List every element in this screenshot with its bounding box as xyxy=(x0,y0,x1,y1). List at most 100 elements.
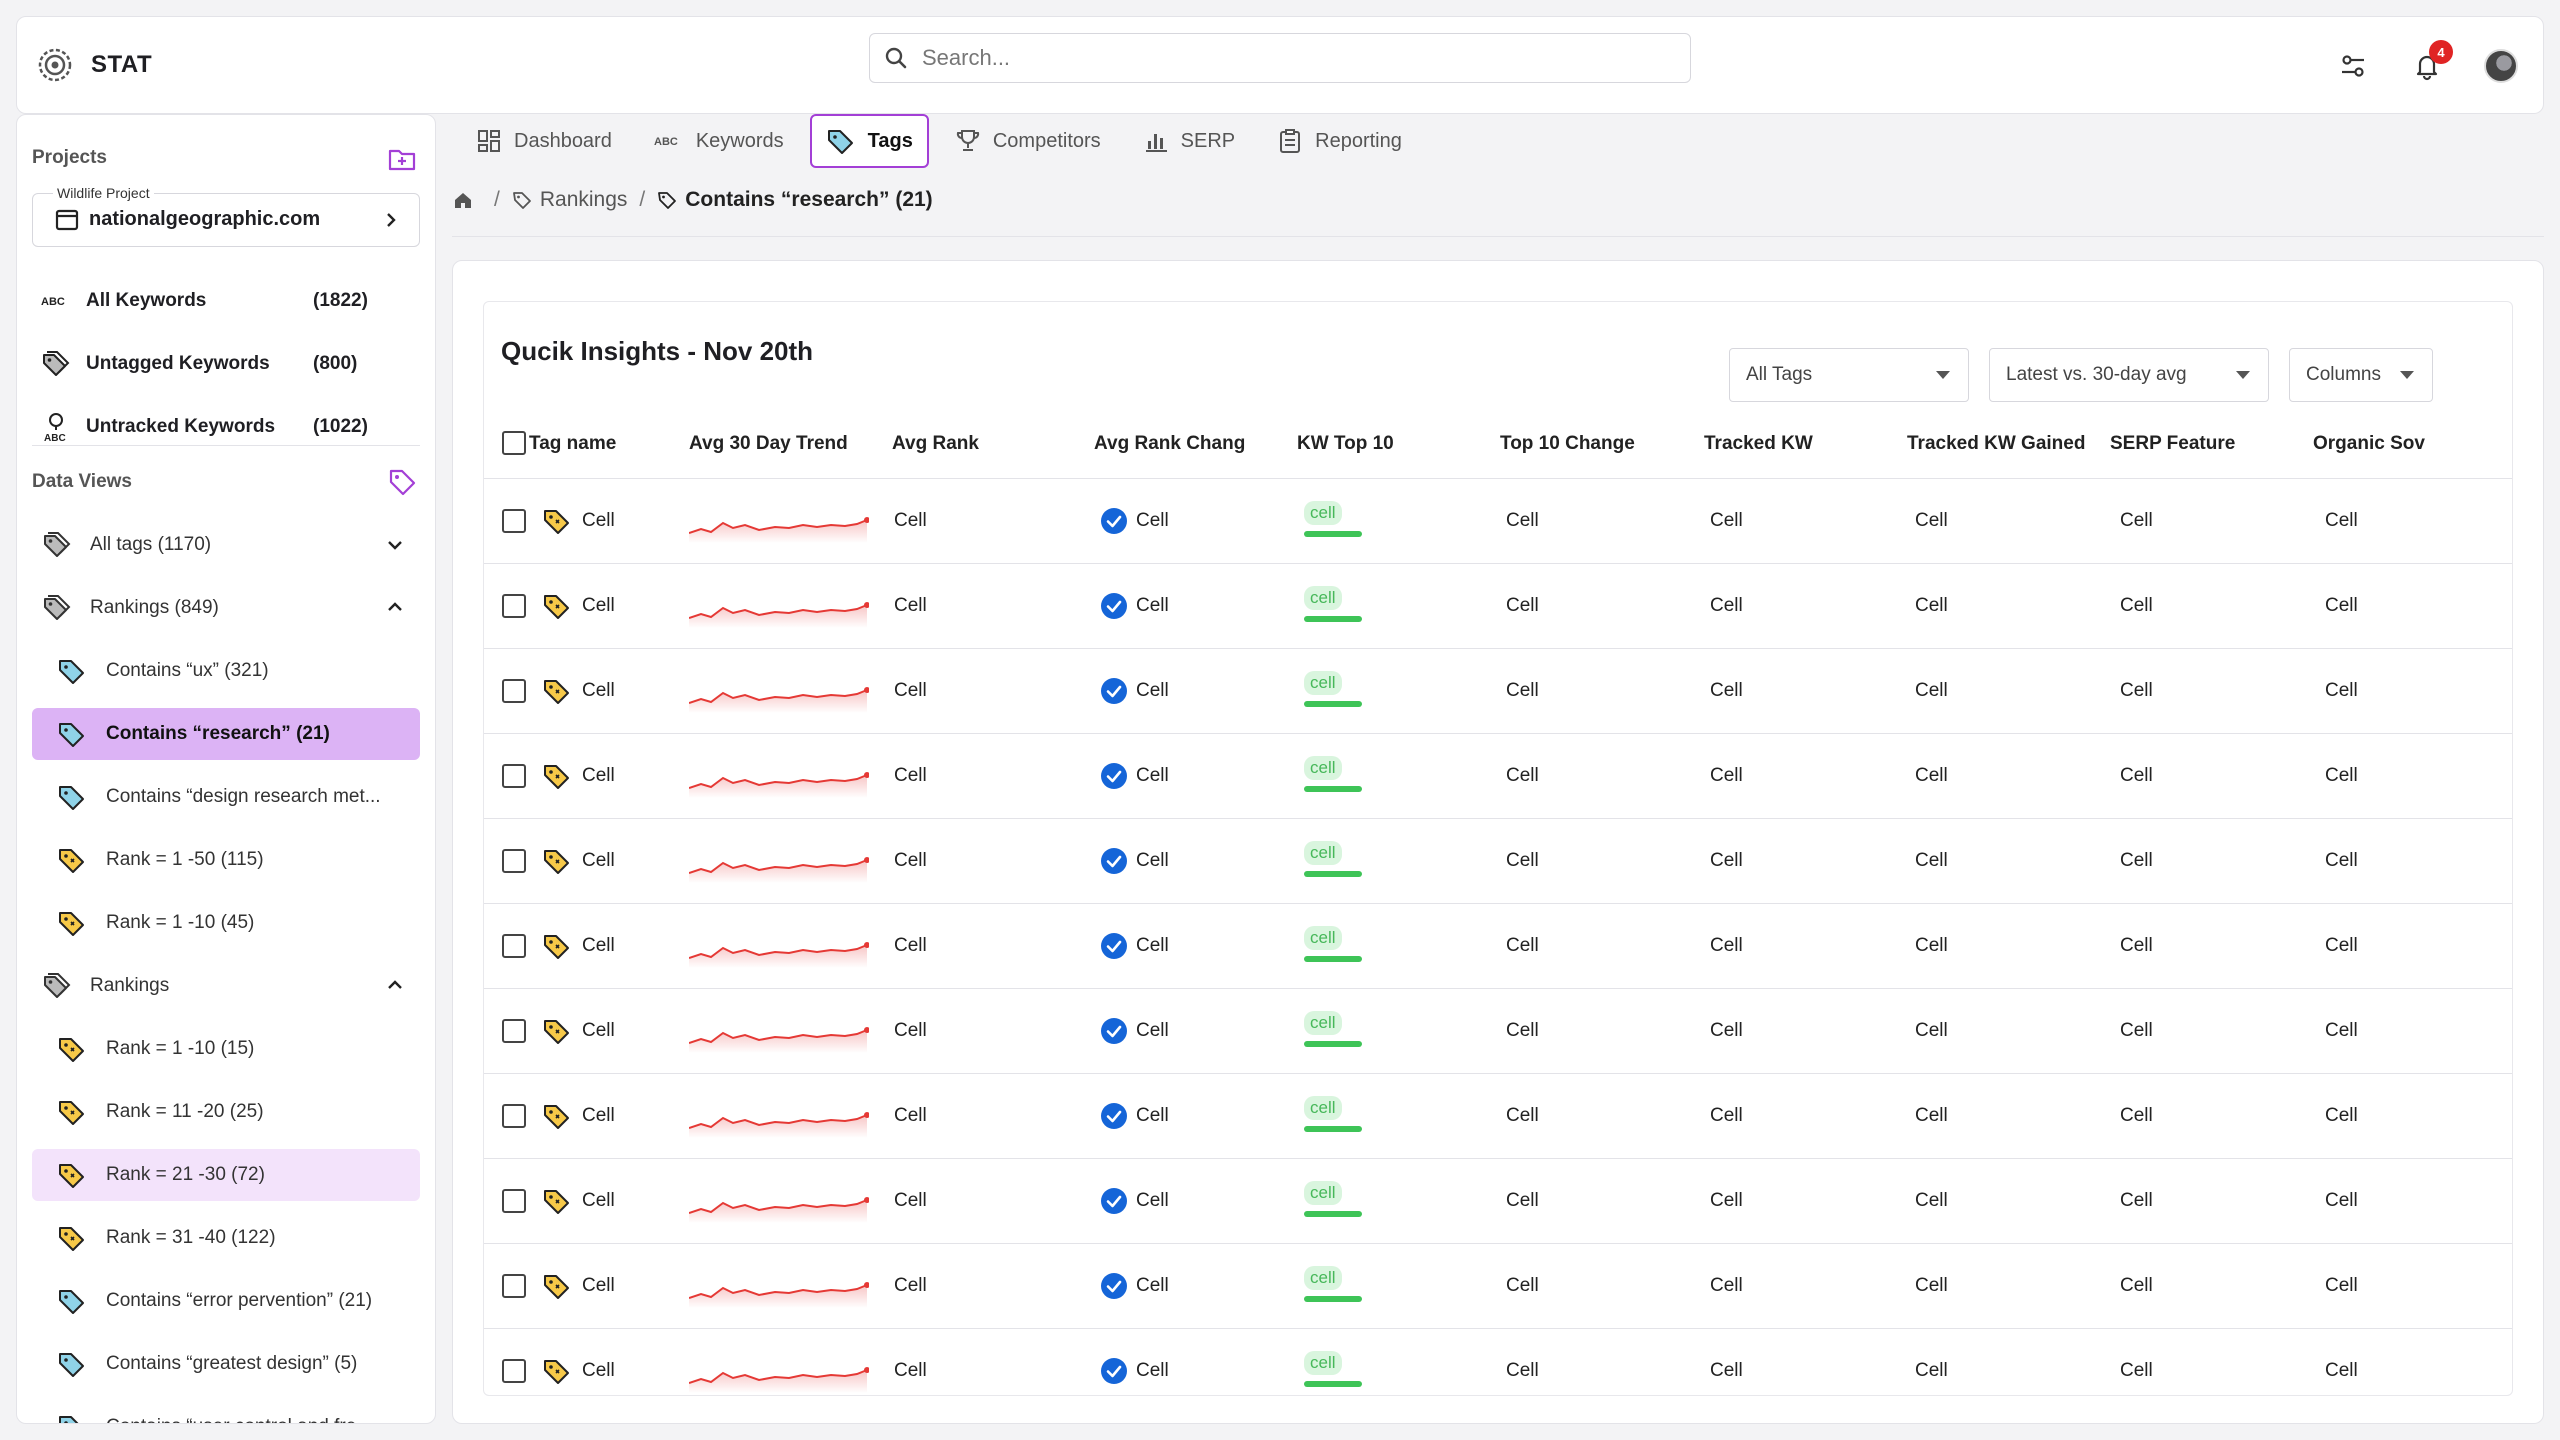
keyword-filter-count: (800) xyxy=(313,353,358,374)
search-box[interactable] xyxy=(869,33,1691,83)
data-view-item[interactable]: Rank = 21 -30 (72) xyxy=(32,1149,420,1201)
tab-competitors[interactable]: Competitors xyxy=(939,114,1117,168)
tag-name-cell[interactable]: Cell xyxy=(582,1360,615,1381)
data-view-item[interactable]: Rank = 31 -40 (122) xyxy=(32,1212,420,1264)
column-header[interactable]: Avg Rank Chang xyxy=(1094,433,1246,454)
row-checkbox[interactable] xyxy=(502,764,526,788)
tag-name-cell[interactable]: Cell xyxy=(582,1275,615,1296)
data-view-item[interactable]: Rank = 1 -50 (115) xyxy=(32,834,420,886)
collapse-button[interactable] xyxy=(380,971,410,1001)
data-view-item[interactable]: Contains “ux” (321) xyxy=(32,645,420,697)
user-menu-button[interactable] xyxy=(2481,46,2521,86)
table-row[interactable]: Cell Cell Cell cell Cell Cell Cell Cell Cell xyxy=(484,649,2512,734)
kw-top10-bar xyxy=(1304,531,1362,537)
column-header[interactable]: Avg Rank xyxy=(892,433,979,454)
breadcrumb-parent[interactable]: Rankings xyxy=(539,188,628,211)
row-checkbox[interactable] xyxy=(502,594,526,618)
row-checkbox[interactable] xyxy=(502,509,526,533)
keyword-filter-item[interactable]: Untagged Keywords (800) xyxy=(17,334,435,394)
row-checkbox[interactable] xyxy=(502,849,526,873)
avg-rank-cell: Cell xyxy=(894,680,927,701)
data-view-item[interactable]: Rank = 11 -20 (25) xyxy=(32,1086,420,1138)
data-view-label: Contains “design research met... xyxy=(106,786,381,807)
data-view-item[interactable]: Contains “greatest design” (5) xyxy=(32,1338,420,1390)
tag-name-cell[interactable]: Cell xyxy=(582,1020,615,1041)
tag-name-cell[interactable]: Cell xyxy=(582,680,615,701)
tab-keywords[interactable]: ABC Keywords xyxy=(638,114,800,168)
table-row[interactable]: Cell Cell Cell cell Cell Cell Cell Cell Cell xyxy=(484,734,2512,819)
home-icon[interactable] xyxy=(452,189,474,211)
table-row[interactable]: Cell Cell Cell cell Cell Cell Cell Cell Cell xyxy=(484,479,2512,564)
table-row[interactable]: Cell Cell Cell cell Cell Cell Cell Cell Cell xyxy=(484,1074,2512,1159)
table-row[interactable]: Cell Cell Cell cell Cell Cell Cell Cell Cell xyxy=(484,1159,2512,1244)
caret-down-icon xyxy=(2400,371,2414,379)
kw-top10-cell: cell xyxy=(1304,586,1362,622)
avg-rank-cell: Cell xyxy=(894,765,927,786)
data-view-item[interactable]: Contains “user control and fre... xyxy=(32,1401,420,1423)
notifications-button[interactable]: 4 xyxy=(2407,40,2453,86)
avg-rank-cell: Cell xyxy=(894,935,927,956)
keyword-filter-item[interactable]: ABC All Keywords (1822) xyxy=(17,271,435,331)
tab-tags[interactable]: Tags xyxy=(809,114,929,168)
filter-settings-button[interactable] xyxy=(2333,46,2373,86)
tag-name-cell[interactable]: Cell xyxy=(582,935,615,956)
keyword-filter-label: Untracked Keywords xyxy=(86,416,276,437)
table-row[interactable]: Cell Cell Cell cell Cell Cell Cell Cell Cell xyxy=(484,564,2512,649)
organic-sov-cell: Cell xyxy=(2325,765,2358,786)
expand-button[interactable] xyxy=(380,530,410,560)
row-checkbox[interactable] xyxy=(502,1359,526,1383)
data-view-item[interactable]: Contains “error pervention” (21) xyxy=(32,1275,420,1327)
collapse-button[interactable] xyxy=(380,593,410,623)
data-view-group[interactable]: Rankings xyxy=(32,960,420,1012)
data-view-item[interactable]: Rank = 1 -10 (45) xyxy=(32,897,420,949)
column-header[interactable]: Tracked KW xyxy=(1704,433,1813,454)
tab-reporting[interactable]: Reporting xyxy=(1261,114,1418,168)
tag-name-cell[interactable]: Cell xyxy=(582,765,615,786)
column-header[interactable]: SERP Feature xyxy=(2110,433,2236,454)
row-checkbox[interactable] xyxy=(502,1274,526,1298)
rank-tag-icon xyxy=(544,680,569,704)
row-checkbox[interactable] xyxy=(502,1189,526,1213)
tab-serp[interactable]: SERP xyxy=(1127,114,1251,168)
organic-sov-cell: Cell xyxy=(2325,1190,2358,1211)
table-row[interactable]: Cell Cell Cell cell Cell Cell Cell Cell Cell xyxy=(484,819,2512,904)
data-view-group[interactable]: All tags (1170) xyxy=(32,519,420,571)
table-row[interactable]: Cell Cell Cell cell Cell Cell Cell Cell Cell xyxy=(484,1329,2512,1395)
keyword-filter-item[interactable]: ABC Untracked Keywords (1022) xyxy=(17,397,435,457)
column-header[interactable]: KW Top 10 xyxy=(1297,433,1394,454)
column-header[interactable]: Tag name xyxy=(529,433,617,454)
tab-label: Reporting xyxy=(1315,129,1402,152)
tag-name-cell[interactable]: Cell xyxy=(582,1105,615,1126)
tags-filter-dropdown[interactable]: All Tags xyxy=(1729,348,1969,402)
row-checkbox[interactable] xyxy=(502,1104,526,1128)
table-row[interactable]: Cell Cell Cell cell Cell Cell Cell Cell Cell xyxy=(484,989,2512,1074)
comparison-dropdown[interactable]: Latest vs. 30-day avg xyxy=(1989,348,2269,402)
data-view-item[interactable]: Contains “research” (21) xyxy=(32,708,420,760)
select-all-checkbox[interactable] xyxy=(502,431,526,455)
add-project-button[interactable] xyxy=(385,141,419,175)
table-row[interactable]: Cell Cell Cell cell Cell Cell Cell Cell Cell xyxy=(484,904,2512,989)
kw-top10-pill: cell xyxy=(1304,1266,1342,1290)
column-header[interactable]: Organic Sov xyxy=(2313,433,2425,454)
tab-dashboard[interactable]: Dashboard xyxy=(460,114,628,168)
data-view-group[interactable]: Rankings (849) xyxy=(32,582,420,634)
brand[interactable]: STAT xyxy=(37,47,152,83)
tag-name-cell[interactable]: Cell xyxy=(582,850,615,871)
tag-name-cell[interactable]: Cell xyxy=(582,595,615,616)
columns-dropdown[interactable]: Columns xyxy=(2289,348,2433,402)
row-checkbox[interactable] xyxy=(502,1019,526,1043)
data-view-item[interactable]: Contains “design research met... xyxy=(32,771,420,823)
column-header[interactable]: Top 10 Change xyxy=(1500,433,1635,454)
keyword-filter-icon xyxy=(39,347,73,381)
tag-name-cell[interactable]: Cell xyxy=(582,1190,615,1211)
column-header[interactable]: Avg 30 Day Trend xyxy=(689,433,848,454)
data-view-item[interactable]: Rank = 1 -10 (15) xyxy=(32,1023,420,1075)
column-header[interactable]: Tracked KW Gained xyxy=(1907,433,2086,454)
project-selector[interactable]: Wildlife Project nationalgeographic.com xyxy=(32,185,420,247)
row-checkbox[interactable] xyxy=(502,934,526,958)
search-input[interactable] xyxy=(922,45,1622,71)
add-data-view-button[interactable] xyxy=(385,465,419,499)
table-row[interactable]: Cell Cell Cell cell Cell Cell Cell Cell Cell xyxy=(484,1244,2512,1329)
tag-name-cell[interactable]: Cell xyxy=(582,510,615,531)
row-checkbox[interactable] xyxy=(502,679,526,703)
